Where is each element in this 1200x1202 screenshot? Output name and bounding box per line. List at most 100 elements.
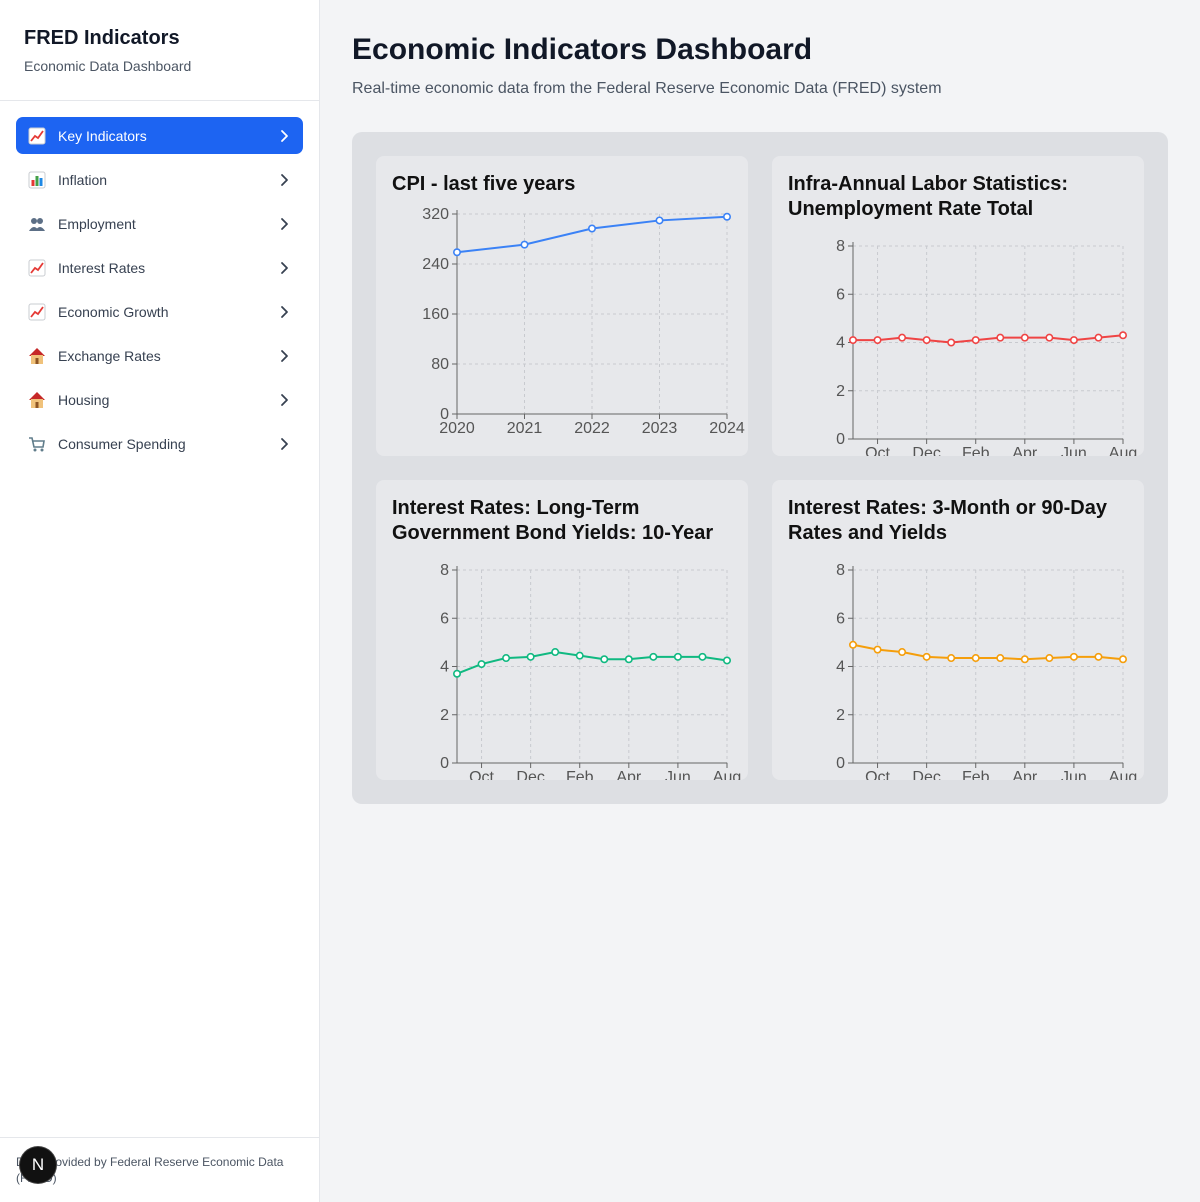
y-tick-label: 4: [440, 659, 449, 676]
sidebar-item-consumer-spending[interactable]: Consumer Spending: [16, 425, 303, 462]
x-tick-label: Oct: [469, 769, 494, 780]
chart-increasing-icon: [28, 127, 46, 145]
people-icon: [28, 215, 46, 233]
data-point: [922, 652, 931, 661]
chevron-right-icon: [277, 261, 291, 275]
data-point: [1118, 331, 1127, 340]
sidebar-item-label: Inflation: [58, 171, 108, 188]
y-tick-label: 8: [836, 238, 845, 255]
data-point: [947, 338, 956, 347]
app-title: FRED Indicators: [24, 27, 180, 49]
badge-label: N: [31, 1155, 45, 1174]
data-point: [1020, 333, 1029, 342]
sidebar-nav: Key Indicators Inflation Employment Interes…: [0, 101, 319, 462]
x-tick-label: 2021: [507, 420, 543, 437]
y-tick-label: 4: [836, 659, 845, 676]
data-point: [849, 640, 858, 649]
data-point: [947, 654, 956, 663]
chart-title: Infra-Annual Labor Statistics: Unemploym…: [788, 173, 1069, 220]
x-tick-label: 2023: [642, 420, 678, 437]
sidebar-item-housing[interactable]: Housing: [16, 381, 303, 418]
x-tick-label: Jun: [1061, 769, 1087, 780]
x-tick-label: Feb: [566, 769, 594, 780]
chevron-right-icon: [277, 349, 291, 363]
sidebar-item-key-indicators[interactable]: Key Indicators: [16, 117, 303, 154]
y-tick-label: 6: [836, 610, 845, 627]
y-tick-label: 0: [440, 406, 449, 423]
sidebar-item-label: Interest Rates: [58, 259, 146, 276]
sidebar-item-inflation[interactable]: Inflation: [16, 161, 303, 198]
y-tick-label: 80: [431, 356, 449, 373]
x-tick-label: 2022: [574, 420, 610, 437]
data-point: [698, 652, 707, 661]
series-line: [853, 334, 1124, 344]
y-tick-label: 8: [836, 562, 845, 579]
shopping-cart-icon: [28, 435, 46, 453]
x-tick-label: Aug: [1109, 445, 1137, 456]
x-tick-label: Feb: [962, 445, 990, 456]
bond-yield-line-chart: 0 2 4 6 8 Oct Dec Feb Apr Jun Aug: [440, 562, 741, 780]
chart-card-3mo-rates: Interest Rates: 3-Month or 90-Day Rates …: [772, 480, 1144, 780]
chevron-right-icon: [277, 129, 291, 143]
short-rate-line-chart: 0 2 4 6 8 Oct Dec Feb Apr Jun Aug: [836, 562, 1137, 780]
data-point: [588, 224, 597, 233]
data-point: [575, 651, 584, 660]
series-line: [852, 643, 1124, 661]
chart-title: Interest Rates: Long-Term Government Bon…: [392, 497, 714, 544]
x-tick-label: Jun: [1061, 445, 1087, 456]
data-point: [1118, 655, 1127, 664]
data-point: [996, 333, 1005, 342]
sidebar-item-label: Exchange Rates: [58, 347, 161, 364]
house-icon: [28, 347, 46, 365]
chevron-right-icon: [277, 305, 291, 319]
data-point: [996, 654, 1005, 663]
data-point: [520, 240, 529, 249]
y-tick-label: 2: [836, 707, 845, 724]
series-line: [456, 651, 728, 675]
x-tick-label: Dec: [912, 769, 940, 780]
chart-title: Interest Rates: 3-Month or 90-Day Rates …: [788, 497, 1107, 544]
x-tick-label: Feb: [962, 769, 990, 780]
data-point: [1020, 655, 1029, 664]
x-tick-label: Aug: [1109, 769, 1137, 780]
data-point: [971, 336, 980, 345]
y-tick-label: 0: [836, 431, 845, 448]
chevron-right-icon: [277, 173, 291, 187]
data-point: [600, 655, 609, 664]
sidebar: FRED Indicators Economic Data Dashboard …: [0, 0, 320, 1202]
data-point: [673, 652, 682, 661]
chart-card-cpi: CPI - last five years 0 80 160 240 320 2020 20…: [376, 156, 748, 456]
sidebar-item-employment[interactable]: Employment: [16, 205, 303, 242]
y-tick-label: 0: [440, 755, 449, 772]
x-tick-label: Apr: [1012, 769, 1038, 780]
data-point: [722, 656, 731, 665]
y-tick-label: 6: [440, 610, 449, 627]
chart-card-unemployment: Infra-Annual Labor Statistics: Unemploym…: [772, 156, 1144, 456]
data-point: [922, 336, 931, 345]
data-point: [1069, 336, 1078, 345]
y-tick-label: 320: [422, 206, 449, 223]
chart-title: CPI - last five years: [392, 173, 576, 195]
sidebar-item-label: Economic Growth: [58, 303, 169, 320]
x-tick-label: Oct: [865, 769, 890, 780]
sidebar-item-label: Employment: [58, 215, 136, 232]
data-point: [873, 645, 882, 654]
sidebar-item-interest-rates[interactable]: Interest Rates: [16, 249, 303, 286]
data-point: [1045, 654, 1054, 663]
data-point: [873, 336, 882, 345]
y-tick-label: 0: [836, 755, 845, 772]
sidebar-item-economic-growth[interactable]: Economic Growth: [16, 293, 303, 330]
y-tick-label: 4: [836, 335, 845, 352]
dev-tools-badge[interactable]: N: [20, 1147, 56, 1183]
data-point: [624, 655, 633, 664]
page-subtitle: Real-time economic data from the Federal…: [352, 80, 942, 97]
sidebar-item-exchange-rates[interactable]: Exchange Rates: [16, 337, 303, 374]
data-point: [898, 648, 907, 657]
data-point: [477, 660, 486, 669]
data-point: [898, 333, 907, 342]
data-point: [849, 336, 858, 345]
data-point: [1045, 333, 1054, 342]
data-point: [971, 654, 980, 663]
data-point: [453, 248, 462, 257]
y-tick-label: 240: [422, 256, 449, 273]
